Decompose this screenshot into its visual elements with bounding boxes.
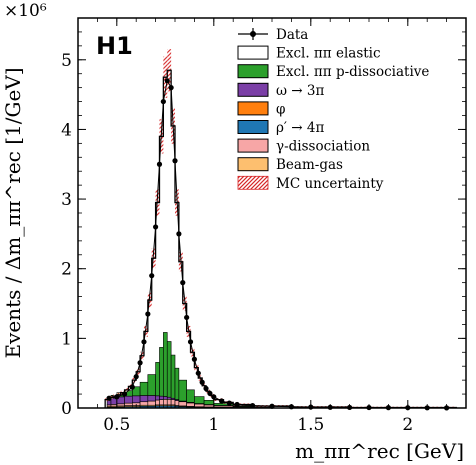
data-point [207,390,213,396]
p-dissociative-bar [139,381,149,396]
stacked-histogram [106,332,273,409]
gamma-dissociation-bar [155,399,160,406]
data-point [106,395,112,401]
gamma-dissociation-bar [186,402,195,407]
data-point [153,224,159,230]
legend-swatch [237,157,269,172]
gamma-dissociation-bar [116,403,125,407]
p-dissociative-bar [174,367,180,400]
data-point [184,314,190,321]
y-tick-label: 4 [61,120,72,140]
data-point [133,374,139,380]
omega-bar [155,395,160,401]
data-point [218,398,225,404]
legend-label: Beam-gas [276,157,343,173]
data-point [129,384,135,390]
y-tick-label: 1 [61,329,72,349]
legend-label: ρ′ → 4π [276,120,324,136]
data-point [137,360,143,366]
data-point [199,379,205,385]
p-dissociative-bar [147,374,156,396]
y-tick-label: 5 [61,51,72,71]
legend-swatch [237,138,269,153]
gamma-dissociation-bar [194,403,205,408]
legend-label: Excl. ππ p-dissociative [276,64,429,80]
omega-bar [166,396,172,400]
omega-bar [163,396,168,400]
p-dissociative-bar [203,400,215,405]
y-axis-title: Events / Δm_ππ^rec [1/GeV] [1,67,25,358]
gamma-dissociation-bar [174,400,180,406]
gamma-dissociation-bar [166,398,172,406]
x-tick-label: 1.5 [297,415,324,435]
x-tick-label: 2 [402,415,413,435]
gamma-dissociation-bar [147,400,156,406]
data-point [191,356,197,362]
y-tick-label: 0 [61,399,72,419]
data-point [195,370,201,376]
legend: Data Excl. ππ elastic Excl. ππ p-dissociat… [237,27,429,192]
gamma-dissociation-bar [178,401,187,407]
omega-bar [124,395,133,404]
data-point [141,339,147,345]
legend-label: ω → 3π [276,83,324,99]
data-point [176,231,182,237]
gamma-dissociation-bar [163,398,168,406]
data-point [156,161,163,167]
legend-label: Data [276,27,308,43]
gamma-dissociation-bar [139,401,149,406]
data-point [121,391,128,397]
x-tick-label: 1 [208,415,219,435]
data-point [149,273,155,279]
legend-label: γ-dissociation [276,139,370,155]
legend-label: φ [276,101,285,117]
gamma-dissociation-bar [124,402,133,406]
omega-bar [147,395,156,402]
data-point [114,394,120,400]
legend-swatch [237,101,269,116]
data-point [180,280,186,286]
data-point [172,158,178,164]
data-point [187,339,194,345]
gamma-dissociation-bar [170,399,176,406]
p-dissociative-bar [155,362,160,397]
gamma-dissociation-bar [159,399,164,406]
data-point [211,394,217,400]
data-point [164,78,170,84]
data-point [145,311,151,317]
axes: 0.5 1 1.5 2 0 1 2 3 4 5 [61,17,467,435]
p-dissociative-bar [194,396,205,404]
p-dissociative-bar [166,341,172,398]
legend-swatch [237,175,269,190]
data-point [168,85,174,91]
p-dissociative-bar [170,354,176,399]
legend-data-marker [250,31,256,37]
y-axis-exponent: ×10⁶ [4,1,47,21]
legend-label: MC uncertainty [276,176,384,192]
p-dissociative-bar [163,332,168,397]
y-tick-label: 3 [61,190,72,210]
y-tick-label: 2 [61,260,72,280]
data-point [234,401,240,408]
x-axis-title: m_ππ^rec [GeV] [295,439,464,463]
data-point [160,98,166,105]
omega-bar [159,395,164,400]
data-point [226,400,232,406]
legend-label: Excl. ππ elastic [276,46,381,62]
x-tick-label: 0.5 [103,415,130,435]
legend-swatch [237,64,269,79]
data-point [203,385,209,392]
omega-bar [139,395,149,403]
legend-swatch [237,120,269,134]
h1-logo: H1 [96,32,133,60]
legend-swatch [237,45,269,60]
p-dissociative-bar [178,379,187,402]
legend-swatch [237,82,269,97]
omega-bar [132,395,141,404]
p-dissociative-bar [186,389,195,403]
p-dissociative-bar [159,347,164,397]
